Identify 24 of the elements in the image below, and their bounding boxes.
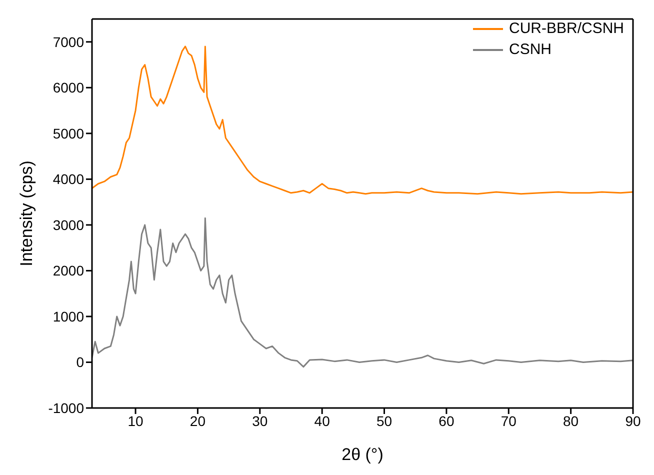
x-tick-label: 70 [500, 412, 517, 429]
line-series [92, 217, 633, 368]
x-tick-label: 60 [438, 412, 454, 429]
x-tick-label: 80 [563, 412, 579, 429]
y-tick-label: 3000 [52, 216, 84, 233]
y-tick-label: 4000 [52, 171, 84, 188]
x-tick-label: 90 [625, 412, 641, 429]
x-tick-label: 30 [252, 412, 268, 429]
y-tick-label: 6000 [52, 80, 84, 96]
line-series [92, 46, 633, 195]
y-tick-label: -1000 [48, 400, 84, 416]
legend-label: CUR-BBR/CSNH [508, 20, 624, 37]
x-tick-label: 20 [190, 412, 206, 429]
y-tick-label: 2000 [52, 262, 84, 279]
y-tick-label: 1000 [52, 308, 84, 324]
x-tick-label: 10 [128, 412, 144, 429]
y-tick-label: 7000 [52, 34, 84, 50]
legend-label: CSNH [508, 41, 552, 58]
y-tick-label: 0 [76, 354, 84, 370]
x-tick-label: 50 [376, 412, 392, 429]
x-axis-title: 2θ (°) [342, 445, 384, 464]
y-axis-title: Intensity (cps) [17, 160, 36, 266]
y-tick-label: 5000 [52, 125, 84, 142]
x-tick-label: 40 [314, 412, 330, 429]
